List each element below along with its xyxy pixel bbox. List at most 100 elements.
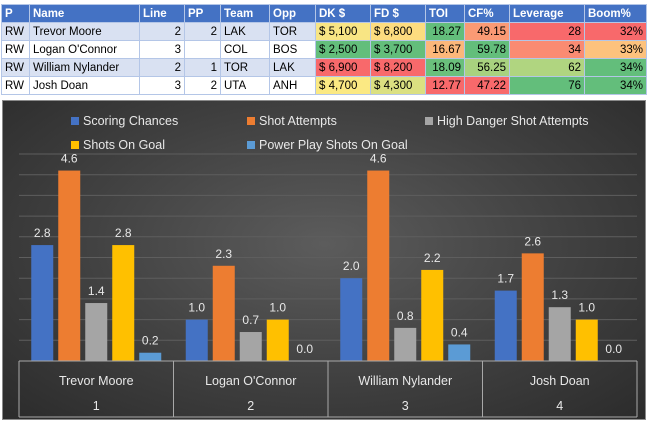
- cell-toi: 18.27: [425, 22, 465, 41]
- data-label: 2.3: [215, 247, 232, 261]
- legend-label: Power Play Shots On Goal: [259, 138, 408, 152]
- legend-swatch: [71, 141, 79, 149]
- bar: [85, 303, 108, 361]
- header-cell: TOI: [425, 4, 465, 23]
- cell-line: 2: [139, 58, 185, 77]
- data-label: 1.4: [88, 284, 105, 298]
- cell-leverage: 62: [509, 58, 585, 77]
- cell-boom: 32%: [584, 22, 647, 41]
- legend-label: Scoring Chances: [83, 114, 178, 128]
- cell-team: COL: [220, 40, 270, 59]
- cell-pp: 1: [184, 58, 221, 77]
- data-label: 1.3: [551, 288, 568, 302]
- bar: [548, 307, 571, 361]
- bar: [58, 170, 81, 361]
- cell-position: RW: [1, 22, 30, 41]
- x-tick-label: William Nylander: [358, 374, 452, 388]
- header-cell: Leverage: [509, 4, 585, 23]
- bar: [266, 319, 289, 361]
- table-row: RW Logan O'Connor 3 COL BOS $ 2,500 $ 3,…: [1, 40, 647, 59]
- data-label: 0.2: [142, 334, 159, 348]
- data-label: 4.6: [61, 152, 78, 166]
- cell-boom: 33%: [584, 40, 647, 59]
- cell-team: UTA: [220, 76, 270, 95]
- cell-position: RW: [1, 76, 30, 95]
- bar: [448, 344, 471, 361]
- bar: [575, 319, 598, 361]
- table-row: RW Trevor Moore 2 2 LAK TOR $ 5,100 $ 6,…: [1, 22, 647, 41]
- cell-dk-salary: $ 4,700: [315, 76, 371, 95]
- cell-cf: 49.15: [464, 22, 510, 41]
- data-label: 4.6: [370, 152, 387, 166]
- x-tick-label: Josh Doan: [530, 374, 590, 388]
- bar: [394, 327, 417, 361]
- data-label: 1.0: [188, 301, 205, 315]
- legend-swatch: [247, 141, 255, 149]
- data-label: 2.8: [34, 226, 51, 240]
- table-row: RW William Nylander 2 1 TOR LAK $ 6,900 …: [1, 58, 647, 77]
- cell-opp: ANH: [269, 76, 316, 95]
- cell-toi: 18.09: [425, 58, 465, 77]
- cell-fd-salary: $ 6,800: [370, 22, 426, 41]
- cell-toi: 12.77: [425, 76, 465, 95]
- x-tick-label: Logan O'Connor: [205, 374, 296, 388]
- data-label: 0.7: [242, 313, 259, 327]
- cell-line: 3: [139, 76, 185, 95]
- cell-cf: 56.25: [464, 58, 510, 77]
- cell-fd-salary: $ 3,700: [370, 40, 426, 59]
- bar: [31, 245, 54, 361]
- cell-pp: [184, 40, 221, 59]
- header-cell: Team: [220, 4, 270, 23]
- legend-label: High Danger Shot Attempts: [437, 114, 588, 128]
- bar: [421, 269, 444, 361]
- bar: [139, 352, 162, 361]
- cell-fd-salary: $ 4,300: [370, 76, 426, 95]
- header-cell: CF%: [464, 4, 510, 23]
- data-label: 0.0: [296, 342, 313, 356]
- cell-line: 3: [139, 40, 185, 59]
- legend-label: Shots On Goal: [83, 138, 165, 152]
- header-cell: DK $: [315, 4, 371, 23]
- cell-cf: 59.78: [464, 40, 510, 59]
- table-row: RW Josh Doan 3 2 UTA ANH $ 4,700 $ 4,300…: [1, 76, 647, 95]
- cell-fd-salary: $ 8,200: [370, 58, 426, 77]
- cell-cf: 47.22: [464, 76, 510, 95]
- data-label: 0.0: [605, 342, 622, 356]
- data-label: 2.6: [524, 234, 541, 248]
- cell-name: Josh Doan: [29, 76, 140, 95]
- data-label: 1.0: [578, 301, 595, 315]
- cell-pp: 2: [184, 76, 221, 95]
- header-cell: Line: [139, 4, 185, 23]
- data-label: 2.8: [115, 226, 132, 240]
- cell-leverage: 28: [509, 22, 585, 41]
- cell-leverage: 34: [509, 40, 585, 59]
- cell-position: RW: [1, 58, 30, 77]
- cell-opp: LAK: [269, 58, 316, 77]
- cell-name: Trevor Moore: [29, 22, 140, 41]
- cell-leverage: 76: [509, 76, 585, 95]
- header-cell: Name: [29, 4, 140, 23]
- x-tick-index: 2: [247, 399, 254, 413]
- cell-boom: 34%: [584, 76, 647, 95]
- legend-label: Shot Attempts: [259, 114, 337, 128]
- bar: [521, 253, 544, 361]
- data-label: 1.7: [497, 272, 514, 286]
- header-cell: P: [1, 4, 30, 23]
- x-tick-label: Trevor Moore: [59, 374, 134, 388]
- bar: [340, 278, 363, 361]
- data-label: 1.0: [269, 301, 286, 315]
- cell-pp: 2: [184, 22, 221, 41]
- cell-dk-salary: $ 6,900: [315, 58, 371, 77]
- cell-name: William Nylander: [29, 58, 140, 77]
- bar-chart: Scoring Chances Shot Attempts High Danger …: [18, 114, 638, 418]
- legend-swatch: [247, 117, 255, 125]
- table-header-row: P Name Line PP Team Opp DK $ FD $ TOI CF…: [1, 4, 647, 23]
- chart-panel: Scoring Chances Shot Attempts High Danger …: [2, 100, 646, 420]
- player-table: P Name Line PP Team Opp DK $ FD $ TOI CF…: [1, 4, 647, 95]
- x-tick-index: 1: [93, 399, 100, 413]
- bar: [185, 319, 208, 361]
- legend-swatch: [425, 117, 433, 125]
- bar: [239, 332, 262, 361]
- legend-swatch: [71, 117, 79, 125]
- header-cell: FD $: [370, 4, 426, 23]
